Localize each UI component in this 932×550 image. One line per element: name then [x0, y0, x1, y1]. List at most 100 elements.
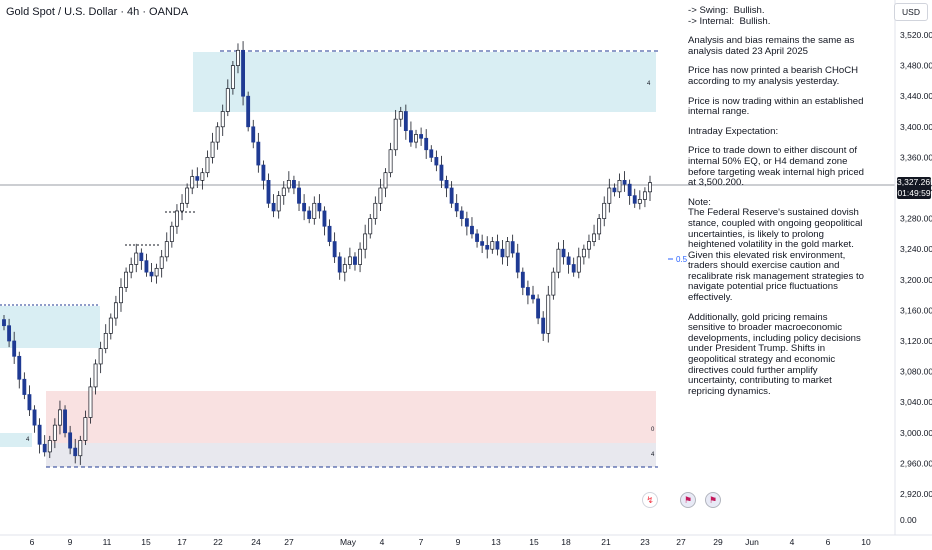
- symbol-title: Gold Spot / U.S. Dollar · 4h · OANDA: [6, 6, 189, 18]
- currency-button[interactable]: USD: [894, 3, 928, 21]
- note-choch: Price has now printed a bearish CHoCH ac…: [688, 65, 861, 87]
- bear-candle: [73, 447, 78, 457]
- bull-candle: [108, 317, 113, 334]
- bull-candle: [581, 248, 586, 258]
- time-tick-label: 4: [380, 537, 385, 547]
- time-tick-label: 27: [676, 537, 686, 547]
- bear-candle: [470, 225, 474, 235]
- bull-candle: [546, 294, 551, 334]
- supply-zone-top: [193, 52, 656, 112]
- price-tick-label: 2,960.00: [900, 458, 932, 468]
- zone-label-top: 4: [647, 81, 651, 87]
- bear-candle: [149, 271, 154, 277]
- bull-candle: [210, 141, 215, 158]
- bull-candle: [576, 256, 581, 273]
- zone-label-left: 4: [26, 437, 30, 443]
- bear-candle: [622, 180, 627, 185]
- bull-candle: [169, 225, 174, 242]
- bull-candle: [602, 202, 607, 219]
- zone-label-mid: 0: [651, 427, 655, 433]
- bear-candle: [485, 245, 490, 250]
- bear-candle: [541, 317, 546, 334]
- bear-candle: [444, 180, 449, 189]
- bull-candle: [587, 241, 591, 250]
- bull-candle: [103, 333, 108, 350]
- bear-candle: [292, 180, 296, 189]
- demand-zone: [46, 391, 656, 443]
- bull-candle: [180, 202, 184, 212]
- bull-candle: [642, 191, 647, 200]
- range-zone: [46, 443, 656, 467]
- bear-candle: [627, 183, 632, 197]
- bear-candle: [22, 378, 27, 395]
- note-fed: Note: The Federal Reserve's sustained do…: [688, 196, 864, 304]
- bull-candle: [215, 126, 220, 143]
- time-tick-label: 15: [141, 537, 151, 547]
- bear-candle: [403, 111, 408, 131]
- us-event-flag-icon-2[interactable]: ⚑: [705, 492, 721, 508]
- bull-candle: [98, 348, 103, 365]
- price-tick-label: 3,120.00: [900, 336, 932, 346]
- bear-candle: [475, 233, 479, 242]
- time-tick-label: 7: [419, 537, 424, 547]
- bull-candle: [281, 187, 286, 197]
- time-tick-label: 24: [251, 537, 261, 547]
- bear-candle: [266, 180, 271, 204]
- bull-candle: [124, 271, 129, 288]
- time-tick-label: 9: [68, 537, 73, 547]
- event-flash-icon[interactable]: ↯: [642, 492, 658, 508]
- time-tick-label: 18: [561, 537, 571, 547]
- price-tick-label: 3,480.00: [900, 61, 932, 71]
- bear-candle: [27, 394, 32, 411]
- bull-candle: [220, 111, 225, 128]
- bear-candle: [37, 424, 42, 445]
- time-tick-label: May: [340, 537, 357, 547]
- bull-candle: [236, 49, 240, 66]
- bear-candle: [500, 248, 505, 258]
- price-tick-label: 3,360.00: [900, 152, 932, 162]
- bull-candle: [648, 182, 652, 193]
- candles-group: [2, 41, 652, 465]
- bear-candle: [322, 210, 327, 227]
- price-axis: 3,520.00 3,480.00 3,440.00 3,400.00 3,360.00…: [900, 30, 932, 525]
- bull-candle: [78, 440, 83, 457]
- price-tick-label: 3,280.00: [900, 214, 932, 224]
- bull-candle: [230, 65, 235, 89]
- bull-candle: [175, 210, 179, 227]
- price-tick-label: 3,080.00: [900, 367, 932, 377]
- bull-candle: [592, 233, 596, 242]
- bear-candle: [261, 164, 266, 181]
- bear-candle: [68, 432, 73, 449]
- bear-candle: [327, 225, 332, 242]
- bear-candle: [612, 187, 617, 193]
- bull-candle: [607, 187, 612, 204]
- bear-candle: [302, 202, 307, 212]
- bull-candle: [398, 111, 403, 120]
- bar-countdown: 01:49:59: [897, 187, 931, 198]
- time-tick-label: 11: [103, 537, 112, 547]
- us-event-flag-icon[interactable]: ⚑: [680, 492, 696, 508]
- bull-candle: [388, 149, 393, 174]
- time-tick-label: 10: [861, 537, 871, 547]
- price-tick-label: 3,040.00: [900, 397, 932, 407]
- time-tick-label: Jun: [745, 537, 759, 547]
- bear-candle: [297, 187, 301, 204]
- time-tick-label: 15: [529, 537, 539, 547]
- bull-candle: [347, 256, 352, 265]
- bear-candle: [566, 256, 571, 265]
- bear-candle: [251, 126, 256, 143]
- bear-candle: [536, 298, 541, 319]
- bear-candle: [409, 130, 413, 143]
- price-tick-label: 3,520.00: [900, 30, 932, 40]
- note-range: Price is now trading within an establish…: [688, 95, 867, 118]
- bull-candle: [551, 271, 556, 296]
- bear-candle: [525, 287, 530, 296]
- bear-candle: [561, 248, 566, 258]
- bear-candle: [459, 210, 464, 219]
- current-price-value: 3,327.265: [897, 177, 932, 187]
- bull-candle: [205, 157, 210, 174]
- bull-candle: [383, 172, 388, 189]
- bear-candle: [480, 241, 485, 246]
- bull-candle: [378, 187, 383, 204]
